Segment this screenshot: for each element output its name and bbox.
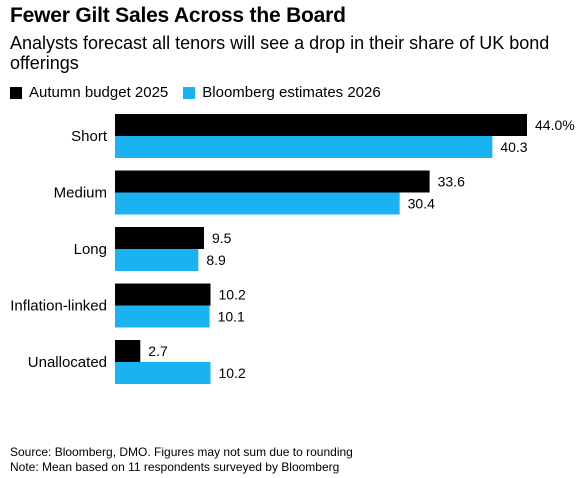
legend-swatch-series-1 <box>10 86 22 99</box>
bar-unallocated-series-1 <box>115 340 141 362</box>
bar-inflation-linked-series-1 <box>115 283 211 306</box>
data-label-medium-series-1: 33.6 <box>438 174 465 190</box>
data-label-long-series-2: 8.9 <box>206 252 226 268</box>
bar-unallocated-series-2 <box>115 362 211 384</box>
legend-label-series-1: Autumn budget 2025 <box>29 84 169 101</box>
bar-chart: Short 44.0% 40.3 Medium 33.630.4 Long 9.5 8.9 In… <box>10 114 575 384</box>
data-label-medium-series-2: 30.4 <box>408 196 435 212</box>
data-label-inflation-linked-series-1: 10.2 <box>219 287 246 303</box>
bar-short-series-2 <box>115 136 493 158</box>
legend: Autumn budget 2025 Bloomberg estimates 2… <box>10 84 396 101</box>
methodology-note: Note: Mean based on 11 respondents surve… <box>10 460 340 474</box>
legend-swatch-series-2 <box>183 86 196 99</box>
bar-long-series-2 <box>115 249 199 271</box>
legend-item-series-2: Bloomberg estimates 2026 <box>183 84 381 101</box>
data-label-unallocated-series-1: 2.7 <box>148 343 168 359</box>
bar-medium-series-1 <box>115 170 430 193</box>
chart-title: Fewer Gilt Sales Across the Board <box>10 4 346 27</box>
source-note: Source: Bloomberg, DMO. Figures may not … <box>10 445 353 459</box>
bar-inflation-linked-series-2 <box>115 305 210 328</box>
category-label-long: Long <box>74 241 107 258</box>
bar-short-series-1 <box>115 114 527 136</box>
category-label-unallocated: Unallocated <box>28 354 107 371</box>
category-label-inflation-linked: Inflation-linked <box>10 298 107 315</box>
data-label-unallocated-series-2: 10.2 <box>219 365 246 381</box>
footer: Source: Bloomberg, DMO. Figures may not … <box>10 445 353 475</box>
data-label-short-series-1: 44.0% <box>535 117 575 133</box>
legend-item-series-1: Autumn budget 2025 <box>10 84 168 101</box>
category-label-short: Short <box>71 128 108 145</box>
legend-label-series-2: Bloomberg estimates 2026 <box>202 84 381 101</box>
bar-long-series-1 <box>115 227 204 249</box>
chart-subtitle: Analysts forecast all tenors will see a … <box>10 33 550 73</box>
data-label-long-series-1: 9.5 <box>212 230 232 246</box>
data-label-inflation-linked-series-2: 10.1 <box>218 309 245 325</box>
bar-medium-series-2 <box>115 192 400 215</box>
data-label-short-series-2: 40.3 <box>500 139 527 155</box>
category-label-medium: Medium <box>54 185 107 202</box>
